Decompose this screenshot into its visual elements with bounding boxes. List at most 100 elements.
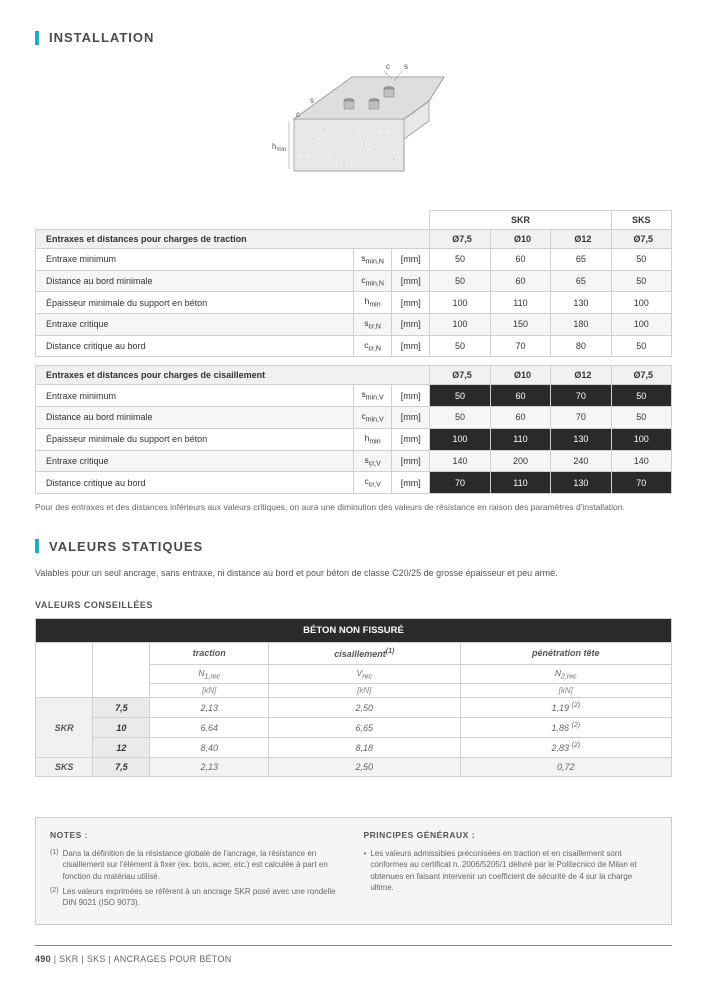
row-value: 65: [551, 270, 611, 292]
section-marker: [35, 31, 39, 45]
row-label: Distance critique au bord: [36, 472, 354, 494]
table-section-row: Entraxes et distances pour charges de tr…: [36, 230, 672, 249]
row-value: 60: [490, 407, 550, 429]
row-value: 70: [551, 385, 611, 407]
size-cell: 12: [93, 738, 150, 758]
principle-item: •Les valeurs admissibles préconisées en …: [364, 848, 658, 893]
row-value: 110: [490, 292, 550, 314]
value-cell: 1,19 (2): [460, 698, 672, 718]
values-column-title: cisaillement(1): [269, 642, 460, 664]
row-unit: [mm]: [392, 270, 430, 292]
row-value: 70: [490, 335, 550, 357]
table-row: Entraxe minimumsmin,V[mm]50607050: [36, 385, 672, 407]
values-row: 128,408,182,83 (2): [36, 738, 672, 758]
row-value: 50: [611, 335, 671, 357]
size-cell: 7,5: [93, 698, 150, 718]
row-unit: [mm]: [392, 385, 430, 407]
section-marker: [35, 539, 39, 553]
row-value: 140: [611, 450, 671, 472]
values-table-header: BÉTON NON FISSURÉ: [36, 618, 672, 642]
section-title: INSTALLATION: [49, 30, 154, 45]
values-row: SKR7,52,132,501,19 (2): [36, 698, 672, 718]
row-label: Distance au bord minimale: [36, 407, 354, 429]
row-value: 180: [551, 314, 611, 336]
values-column-unit: [kN]: [460, 684, 672, 698]
row-value: 200: [490, 450, 550, 472]
row-symbol: smin,N: [354, 249, 392, 271]
table-row: Distance critique au bordccr,N[mm]507080…: [36, 335, 672, 357]
svg-text:c: c: [296, 110, 300, 119]
notes-title: NOTES :: [50, 830, 344, 842]
section-header-installation: INSTALLATION: [35, 30, 672, 45]
row-value: 65: [551, 249, 611, 271]
static-values-intro: Valables pour un seul ancrage, sans entr…: [35, 568, 672, 580]
values-subheading: VALEURS CONSEILLÉES: [35, 600, 672, 610]
row-symbol: hmin: [354, 292, 392, 314]
row-value: 100: [430, 314, 490, 336]
values-column-title: traction: [150, 642, 269, 664]
row-value: 50: [611, 385, 671, 407]
row-value: 70: [611, 472, 671, 494]
shear-table: Entraxes et distances pour charges de ci…: [35, 365, 672, 493]
row-value: 140: [430, 450, 490, 472]
row-value: 50: [430, 249, 490, 271]
row-value: 100: [611, 314, 671, 336]
row-label: Entraxe minimum: [36, 385, 354, 407]
row-unit: [mm]: [392, 292, 430, 314]
row-unit: [mm]: [392, 314, 430, 336]
row-unit: [mm]: [392, 428, 430, 450]
product-cell: SKR: [36, 698, 93, 758]
svg-text:s: s: [404, 62, 408, 71]
row-value: 100: [430, 428, 490, 450]
note-item: (2)Les valeurs exprimées se réfèrent à u…: [50, 886, 344, 908]
row-value: 50: [430, 270, 490, 292]
table-row: Distance au bord minimalecmin,V[mm]50607…: [36, 407, 672, 429]
value-cell: 1,86 (2): [460, 718, 672, 738]
values-row: SKS7,52,132,500,72: [36, 758, 672, 777]
note-item: (1)Dans la définition de la résistance g…: [50, 848, 344, 882]
row-value: 80: [551, 335, 611, 357]
row-value: 50: [430, 407, 490, 429]
row-label: Distance critique au bord: [36, 335, 354, 357]
row-value: 50: [430, 385, 490, 407]
notes-column-left: NOTES : (1)Dans la définition de la rési…: [50, 830, 344, 912]
row-label: Épaisseur minimale du support en béton: [36, 428, 354, 450]
notes-box: NOTES : (1)Dans la définition de la rési…: [35, 817, 672, 925]
row-unit: [mm]: [392, 472, 430, 494]
row-unit: [mm]: [392, 335, 430, 357]
svg-text:c: c: [386, 62, 390, 71]
table-row: Distance au bord minimalecmin,N[mm]50606…: [36, 270, 672, 292]
row-label: Entraxe minimum: [36, 249, 354, 271]
section-header-static-values: VALEURS STATIQUES: [35, 539, 672, 554]
row-symbol: scr,N: [354, 314, 392, 336]
svg-text:s: s: [310, 96, 314, 105]
values-column-title: pénétration tête: [460, 642, 672, 664]
size-cell: 10: [93, 718, 150, 738]
values-row: 106,646,651,86 (2): [36, 718, 672, 738]
size-cell: 7,5: [93, 758, 150, 777]
row-value: 70: [551, 407, 611, 429]
row-value: 110: [490, 428, 550, 450]
value-cell: 2,13: [150, 698, 269, 718]
row-value: 60: [490, 270, 550, 292]
value-cell: 2,50: [269, 758, 460, 777]
value-cell: 6,65: [269, 718, 460, 738]
footer-category: ANCRAGES POUR BÉTON: [113, 954, 231, 964]
row-value: 240: [551, 450, 611, 472]
values-column-symbol: N2,rec: [460, 664, 672, 684]
row-unit: [mm]: [392, 249, 430, 271]
row-value: 70: [430, 472, 490, 494]
value-cell: 8,40: [150, 738, 269, 758]
row-label: Épaisseur minimale du support en béton: [36, 292, 354, 314]
installation-diagram: c s s c hmin: [35, 59, 672, 192]
row-value: 130: [551, 428, 611, 450]
row-value: 50: [611, 407, 671, 429]
section-title: VALEURS STATIQUES: [49, 539, 203, 554]
value-cell: 8,18: [269, 738, 460, 758]
svg-text:hmin: hmin: [272, 142, 286, 153]
notes-column-right: PRINCIPES GÉNÉRAUX : •Les valeurs admiss…: [364, 830, 658, 912]
row-value: 60: [490, 249, 550, 271]
table-row: Entraxe critiquescr,V[mm]140200240140: [36, 450, 672, 472]
row-symbol: cmin,V: [354, 407, 392, 429]
row-symbol: hmin: [354, 428, 392, 450]
